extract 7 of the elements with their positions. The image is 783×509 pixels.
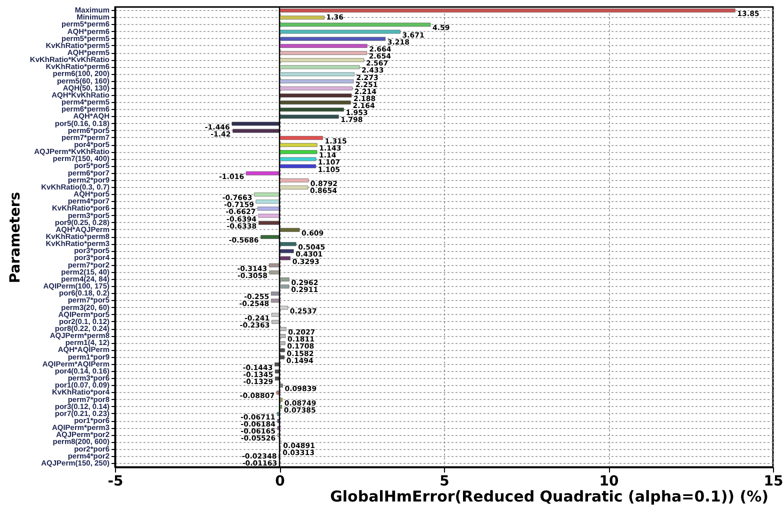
x-axis-title: GlobalHmError(Reduced Quadratic (alpha=0.1)) (%) <box>330 488 768 506</box>
x-tick-label: 15 <box>764 474 783 490</box>
x-tick-label: 0 <box>275 474 286 490</box>
x-tick-label: -5 <box>108 474 124 490</box>
x-tick-label: 10 <box>599 474 619 490</box>
x-tick-label: 5 <box>440 474 450 490</box>
y-axis-title: Parameters <box>8 192 24 284</box>
